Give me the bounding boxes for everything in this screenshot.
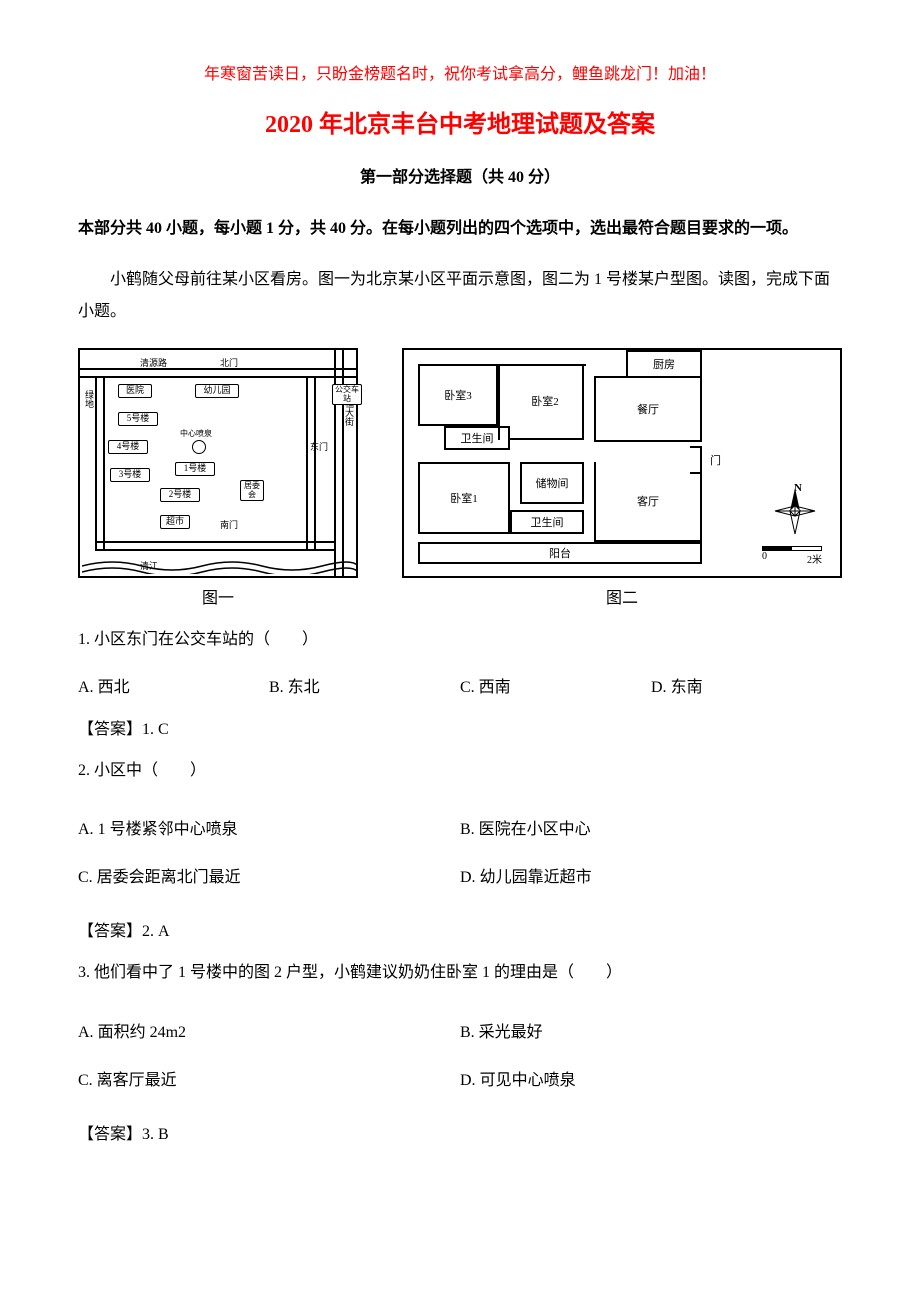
trees-label: 绿地	[83, 390, 96, 408]
compass-n: N	[794, 482, 802, 494]
q1-c-text: 西南	[479, 679, 511, 696]
scale-end: 2米	[807, 551, 822, 566]
wall-3	[594, 440, 702, 442]
fountain-icon	[192, 440, 206, 454]
figure1-caption: 图一	[202, 584, 234, 608]
b4-box: 4号楼	[108, 440, 148, 454]
gate-south-label: 南门	[220, 518, 238, 531]
bedroom2-room: 卧室2	[508, 364, 584, 440]
fountain-label: 中心喷泉	[180, 428, 212, 439]
q1-opt-b: B. 东北	[269, 673, 460, 697]
q1-b-text: 东北	[288, 679, 320, 696]
q2-c-text: 居委会距离北门最近	[97, 869, 241, 886]
q3-answer: 【答案】3. B	[78, 1120, 842, 1144]
storage-room: 储物间	[520, 462, 584, 504]
q3-num: 3.	[78, 964, 90, 981]
road-bottom	[95, 541, 334, 551]
bath1-room: 卫生间	[444, 426, 510, 450]
figures-row: 清源路 北门 幸福大街 绿地 医院 幼儿园 公交车站 5号楼 4号楼 中心喷泉 …	[78, 348, 842, 608]
balcony-room: 阳台	[418, 542, 702, 564]
section-subtitle: 第一部分选择题（共 40 分）	[78, 163, 842, 187]
q3-b-text: 采光最好	[479, 1024, 543, 1041]
q3-text: 3. 他们看中了 1 号楼中的图 2 户型，小鹤建议奶奶住卧室 1 的理由是（ …	[78, 959, 842, 988]
bedroom3-room: 卧室3	[418, 364, 498, 426]
figure2-floorplan: 卧室3 卧室2 厨房 餐厅 卫生间 门 卧室1 储物间 客厅 卫生间 阳台	[402, 348, 842, 578]
main-title: 2020 年北京丰台中考地理试题及答案	[78, 104, 842, 139]
scale-bar: 0 2米	[762, 546, 822, 566]
scale-start: 0	[762, 551, 767, 566]
q3-opt-a: A. 面积约 24m2	[78, 1018, 460, 1042]
market-box: 超市	[160, 515, 190, 529]
gate-north-label: 北门	[220, 356, 238, 369]
q2-opt-a: A. 1 号楼紧邻中心喷泉	[78, 815, 460, 839]
instruction-text: 本部分共 40 小题，每小题 1 分，共 40 分。在每小题列出的四个选项中，选…	[78, 215, 842, 244]
b3-box: 3号楼	[110, 468, 150, 482]
q3-a-text: 面积约 24m2	[98, 1024, 186, 1041]
q2-opt-b: B. 医院在小区中心	[460, 815, 842, 839]
intro-text: 小鹤随父母前往某小区看房。图一为北京某小区平面示意图，图二为 1 号楼某户型图。…	[78, 264, 842, 328]
q2-answer: 【答案】2. A	[78, 917, 842, 941]
road-inner-right	[306, 378, 316, 551]
figure2-container: 卧室3 卧室2 厨房 餐厅 卫生间 门 卧室1 储物间 客厅 卫生间 阳台	[402, 348, 842, 608]
living-room: 客厅	[594, 462, 702, 542]
q3-d-text: 可见中心喷泉	[480, 1072, 576, 1089]
q1-a-text: 西北	[98, 679, 130, 696]
figure2-caption: 图二	[606, 584, 638, 608]
dining-room: 餐厅	[594, 376, 702, 440]
bus-station-box: 公交车站	[332, 384, 362, 406]
q1-opt-c: C. 西南	[460, 673, 651, 697]
q2-num: 2.	[78, 762, 90, 779]
figure1-container: 清源路 北门 幸福大街 绿地 医院 幼儿园 公交车站 5号楼 4号楼 中心喷泉 …	[78, 348, 358, 608]
wall-2	[498, 364, 586, 366]
q2-d-text: 幼儿园靠近超市	[480, 869, 592, 886]
q3-options: A. 面积约 24m2 B. 采光最好 C. 离客厅最近 D. 可见中心喷泉	[78, 1006, 842, 1102]
q2-a-text: 1 号楼紧邻中心喷泉	[98, 821, 238, 838]
kitchen-room: 厨房	[626, 350, 702, 376]
q3-opt-b: B. 采光最好	[460, 1018, 842, 1042]
wall-4	[700, 474, 702, 542]
q2-opt-d: D. 幼儿园靠近超市	[460, 863, 842, 887]
q1-opt-d: D. 东南	[651, 673, 842, 697]
hospital-box: 医院	[118, 384, 152, 398]
gate-east-label: 东门	[310, 440, 328, 453]
q3-opt-c: C. 离客厅最近	[78, 1066, 460, 1090]
q3-body: 他们看中了 1 号楼中的图 2 户型，小鹤建议奶奶住卧室 1 的理由是（ ）	[94, 964, 622, 981]
q1-options: A. 西北 B. 东北 C. 西南 D. 东南	[78, 673, 842, 697]
q1-text: 1. 小区东门在公交车站的（ ）	[78, 626, 842, 655]
q1-d-text: 东南	[671, 679, 703, 696]
committee-box: 居委会	[240, 480, 264, 502]
door-label: 门	[710, 452, 721, 468]
b2-box: 2号楼	[160, 488, 200, 502]
q2-body: 小区中（ ）	[94, 762, 206, 779]
q2-text: 2. 小区中（ ）	[78, 757, 842, 786]
road-top-label: 清源路	[140, 356, 167, 369]
river-svg	[82, 556, 358, 574]
b1-box: 1号楼	[175, 462, 215, 476]
q1-answer: 【答案】1. C	[78, 715, 842, 739]
q3-c-text: 离客厅最近	[97, 1072, 177, 1089]
q2-b-text: 医院在小区中心	[479, 821, 591, 838]
b5-box: 5号楼	[118, 412, 158, 426]
bath2-room: 卫生间	[510, 510, 584, 534]
q1-num: 1.	[78, 631, 90, 648]
q2-opt-c: C. 居委会距离北门最近	[78, 863, 460, 887]
q1-opt-a: A. 西北	[78, 673, 269, 697]
river-label: 清江	[140, 559, 158, 572]
road-qingyuan	[80, 368, 356, 378]
bedroom1-room: 卧室1	[418, 462, 510, 534]
blessing-text: 年寒窗苦读日，只盼金榜题名时，祝你考试拿高分，鲤鱼跳龙门！加油！	[78, 60, 842, 84]
q3-opt-d: D. 可见中心喷泉	[460, 1066, 842, 1090]
q2-options: A. 1 号楼紧邻中心喷泉 B. 医院在小区中心 C. 居委会距离北门最近 D.…	[78, 803, 842, 899]
road-inner-left	[95, 378, 105, 551]
q1-body: 小区东门在公交车站的（ ）	[94, 631, 318, 648]
figure1-map: 清源路 北门 幸福大街 绿地 医院 幼儿园 公交车站 5号楼 4号楼 中心喷泉 …	[78, 348, 358, 578]
kindergarten-box: 幼儿园	[195, 384, 239, 398]
